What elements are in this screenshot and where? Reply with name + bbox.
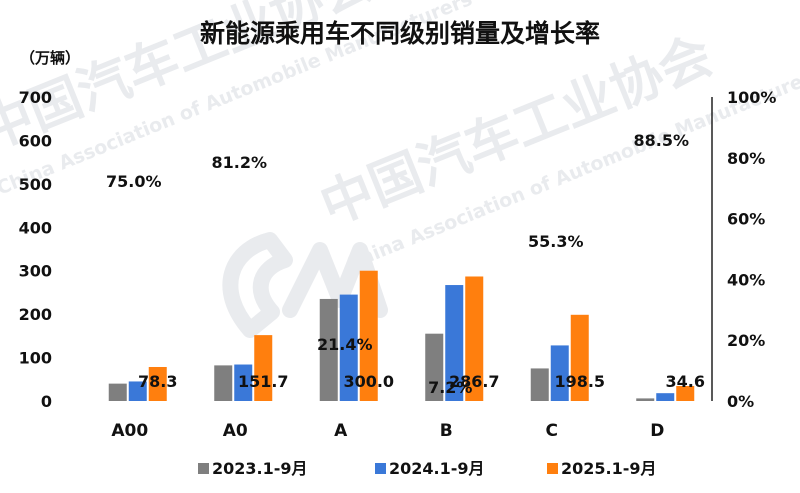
value-label-a0: 151.7 bbox=[238, 372, 289, 391]
legend-swatch-1 bbox=[375, 463, 386, 474]
bar-c-series-0 bbox=[530, 368, 549, 401]
watermark: 中国汽车工业协会 China Association of Automobile… bbox=[0, 0, 800, 338]
growth-label-d: 88.5% bbox=[633, 131, 689, 150]
value-label-b: 286.7 bbox=[449, 372, 500, 391]
y-tick-label: 400 bbox=[19, 218, 52, 237]
y-tick-label: 300 bbox=[19, 262, 52, 281]
bar-d-series-2 bbox=[676, 385, 695, 401]
primary-y-ticks: 0 100 200 300 400 500 600 700 bbox=[19, 88, 52, 411]
category-label-a: A bbox=[334, 421, 348, 441]
y2-tick-label: 40% bbox=[727, 270, 765, 289]
bar-a0-series-0 bbox=[214, 365, 233, 401]
growth-label-c: 55.3% bbox=[528, 232, 584, 251]
growth-label-a00: 75.0% bbox=[106, 172, 162, 191]
category-label-a0: A0 bbox=[223, 421, 248, 441]
category-labels: A00 A0 A B C D bbox=[111, 421, 664, 441]
bar-a-series-2 bbox=[359, 270, 378, 401]
legend: 2023.1-9月 2024.1-9月 2025.1-9月 bbox=[198, 459, 657, 478]
legend-swatch-2 bbox=[547, 463, 558, 474]
legend-label-1: 2024.1-9月 bbox=[389, 459, 485, 478]
bar-a0-series-2 bbox=[254, 335, 273, 401]
y-tick-label: 100 bbox=[19, 349, 52, 368]
y-tick-label: 700 bbox=[19, 88, 52, 107]
bar-series bbox=[108, 270, 695, 401]
growth-labels: 75.0% 81.2% 21.4% 7.2% 55.3% 88.5% bbox=[106, 131, 689, 397]
growth-label-b: 7.2% bbox=[428, 378, 472, 397]
value-label-d: 34.6 bbox=[666, 372, 705, 391]
category-label-b: B bbox=[440, 421, 453, 441]
bar-a00-series-2 bbox=[148, 366, 167, 401]
bar-b-series-0 bbox=[425, 333, 444, 401]
bar-a00-series-0 bbox=[108, 383, 127, 401]
bar-d-series-1 bbox=[656, 393, 675, 401]
bar-a0-series-1 bbox=[234, 364, 253, 401]
bar-c-series-1 bbox=[550, 345, 569, 401]
bar-c-series-2 bbox=[570, 314, 589, 401]
growth-label-a: 21.4% bbox=[317, 335, 373, 354]
y2-tick-label: 60% bbox=[727, 210, 765, 229]
legend-label-2: 2025.1-9月 bbox=[561, 459, 657, 478]
legend-swatch-0 bbox=[198, 463, 209, 474]
y-tick-label: 200 bbox=[19, 305, 52, 324]
y-axis-unit: （万辆） bbox=[20, 49, 80, 67]
y2-tick-label: 0% bbox=[727, 392, 754, 411]
secondary-y-ticks: 0% 20% 40% 60% 80% 100% bbox=[727, 88, 776, 411]
bar-b-series-1 bbox=[445, 285, 464, 401]
y-tick-label: 600 bbox=[19, 131, 52, 150]
y-tick-label: 500 bbox=[19, 175, 52, 194]
category-label-d: D bbox=[650, 421, 664, 441]
value-labels: 78.3 151.7 300.0 286.7 198.5 34.6 bbox=[138, 372, 705, 391]
category-label-a00: A00 bbox=[111, 421, 148, 441]
bar-a-series-1 bbox=[339, 294, 358, 401]
value-label-a: 300.0 bbox=[343, 372, 394, 391]
chart-title: 新能源乘用车不同级别销量及增长率 bbox=[200, 19, 600, 48]
value-label-a00: 78.3 bbox=[138, 372, 177, 391]
growth-label-a0: 81.2% bbox=[211, 153, 267, 172]
bar-a-series-0 bbox=[319, 298, 338, 401]
legend-label-0: 2023.1-9月 bbox=[212, 459, 308, 478]
y-tick-label: 0 bbox=[41, 392, 52, 411]
category-label-c: C bbox=[546, 421, 558, 441]
bar-b-series-2 bbox=[465, 276, 484, 401]
y2-tick-label: 20% bbox=[727, 331, 765, 350]
bar-d-series-0 bbox=[636, 398, 655, 401]
bar-a00-series-1 bbox=[128, 381, 147, 401]
y2-tick-label: 80% bbox=[727, 149, 765, 168]
y2-tick-label: 100% bbox=[727, 88, 776, 107]
value-label-c: 198.5 bbox=[554, 372, 605, 391]
